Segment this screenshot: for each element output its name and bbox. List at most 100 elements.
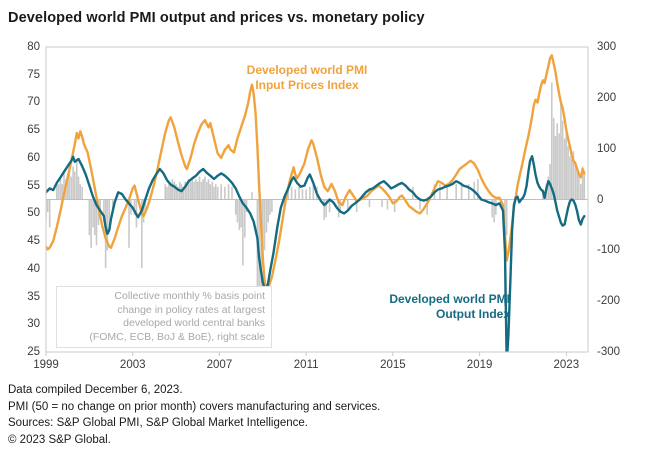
output-series-label-line2: Output Index	[436, 306, 510, 321]
y-right-tick-label: 300	[597, 41, 617, 53]
y-left-tick-label: 75	[27, 68, 40, 81]
policy-rate-bar	[446, 186, 448, 200]
policy-rate-bar	[305, 189, 307, 200]
policy-rate-bar	[567, 146, 569, 200]
policy-rate-bar	[173, 181, 176, 200]
policy-rate-bar	[74, 171, 76, 200]
policy-rate-bar	[66, 176, 69, 200]
policy-rate-bar	[312, 184, 315, 200]
policy-rate-bar	[108, 199, 111, 233]
policy-rate-bar	[301, 189, 304, 200]
policy-rate-bar	[267, 199, 270, 223]
policy-rate-bar	[580, 184, 582, 200]
policy-rate-bar	[75, 161, 78, 200]
policy-rate-bar	[111, 199, 114, 210]
policy-bars-annotation-line2: change in policy rates at largest	[117, 303, 265, 316]
policy-rate-bar	[328, 199, 331, 213]
y-right-tick-label: -200	[597, 295, 621, 308]
policy-rate-bar	[177, 186, 179, 200]
policy-rate-bar	[240, 199, 242, 228]
y-left-tick-label: 60	[27, 151, 40, 164]
policy-rate-bar	[48, 199, 51, 228]
policy-rate-bar	[141, 199, 143, 269]
policy-rate-bar	[325, 199, 327, 218]
y-left-tick-label: 55	[27, 179, 40, 192]
chart-canvas	[45, 46, 589, 356]
policy-rate-bar	[368, 199, 371, 208]
policy-rate-bar	[381, 199, 383, 208]
policy-rate-bar	[439, 184, 441, 200]
policy-rate-bar	[495, 199, 497, 215]
policy-rate-bar	[209, 184, 212, 200]
policy-rate-bar	[578, 171, 580, 200]
policy-rate-bar	[260, 199, 262, 304]
footer-line-sources: Sources: S&P Global PMI, S&P Global Mark…	[8, 417, 308, 429]
policy-rate-bar	[271, 199, 273, 213]
y-right-tick-label: 0	[597, 193, 604, 206]
policy-rate-bar	[563, 138, 566, 200]
y-left-tick-label: 40	[27, 262, 40, 275]
x-axis-tick-label: 2011	[293, 359, 319, 371]
policy-rate-bar	[90, 199, 92, 248]
policy-bars-annotation: Collective monthly % basis point change …	[56, 286, 272, 348]
policy-rate-bar	[99, 199, 101, 215]
policy-rate-bar	[561, 120, 564, 200]
policy-bars-annotation-line1: Collective monthly % basis point	[114, 290, 265, 302]
policy-rate-bar	[574, 161, 577, 200]
policy-rate-bar	[560, 102, 562, 200]
policy-rate-bar	[142, 199, 145, 223]
policy-bars-annotation-line3: developed world central banks	[123, 317, 265, 329]
policy-rate-bar	[103, 199, 105, 223]
policy-rate-bar	[193, 181, 195, 200]
policy-rate-bar	[168, 181, 170, 200]
policy-rate-bar	[244, 199, 246, 238]
policy-rate-bar	[206, 181, 208, 200]
policy-rate-bar	[186, 184, 188, 200]
policy-rate-bar	[70, 176, 73, 200]
policy-rate-bar	[220, 184, 222, 200]
policy-rate-bar	[298, 186, 300, 200]
policy-rate-bar	[505, 199, 508, 236]
policy-rate-bar	[242, 199, 244, 266]
footer-line-compiled: Data compiled December 6, 2023.	[8, 384, 183, 396]
policy-rate-bar	[46, 199, 49, 213]
input-prices-series-label: Developed world PMI Input Prices Index	[232, 63, 382, 92]
policy-rate-bar	[234, 199, 237, 215]
policy-rate-bar	[63, 171, 65, 200]
policy-rate-bar	[202, 179, 204, 200]
input-prices-series-label-line2: Input Prices Index	[255, 77, 359, 92]
policy-rate-bar	[191, 176, 194, 200]
policy-rate-bar	[195, 179, 197, 200]
policy-rate-bar	[565, 133, 568, 200]
policy-rate-bar	[549, 163, 551, 200]
policy-rate-bar	[204, 176, 206, 200]
policy-rate-bar	[554, 135, 557, 200]
policy-rate-bar	[106, 199, 109, 251]
policy-rate-bar	[216, 186, 219, 200]
policy-rate-bar	[81, 186, 84, 200]
y-right-tick-label: -300	[597, 346, 621, 358]
policy-rate-bar	[262, 199, 264, 264]
y-right-tick-label: -100	[597, 244, 621, 257]
policy-rate-bar	[477, 179, 479, 200]
policy-rate-bar	[227, 184, 230, 200]
x-axis-tick-label: 2019	[466, 359, 493, 371]
policy-rate-bar	[294, 189, 297, 200]
policy-rate-bar	[164, 184, 167, 200]
policy-rate-bar	[290, 186, 293, 200]
policy-rate-bar	[133, 199, 136, 215]
policy-rate-bar	[339, 199, 342, 213]
y-right-tick-label: 100	[597, 142, 617, 155]
policy-rate-bar	[393, 199, 396, 213]
policy-rate-bar	[455, 184, 457, 200]
policy-rate-bar	[92, 199, 94, 228]
policy-rate-bar	[386, 199, 389, 210]
policy-rate-bar	[426, 199, 428, 215]
x-axis-tick-label: 2015	[380, 359, 406, 371]
policy-rate-bar	[175, 184, 177, 200]
policy-rate-bar	[224, 186, 226, 200]
policy-rate-bar	[245, 199, 248, 213]
policy-rate-bar	[171, 179, 174, 200]
y-left-tick-label: 50	[27, 207, 40, 220]
